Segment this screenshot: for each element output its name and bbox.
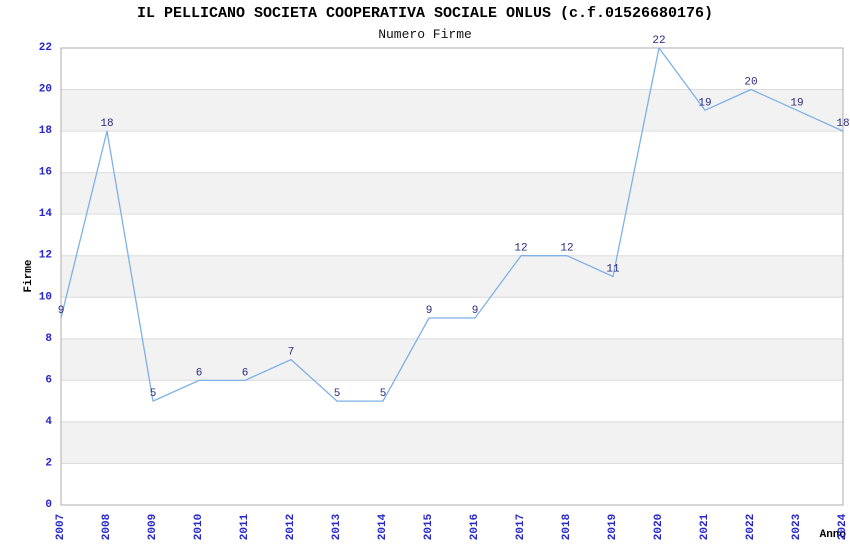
point-value-label: 9 bbox=[472, 305, 479, 317]
point-value-label: 11 bbox=[606, 264, 620, 276]
x-tick-label: 2021 bbox=[699, 513, 711, 540]
y-tick-label: 8 bbox=[45, 333, 52, 345]
x-tick-label: 2022 bbox=[745, 514, 757, 540]
y-tick-label: 10 bbox=[39, 291, 52, 303]
x-tick-label: 2013 bbox=[331, 513, 343, 540]
y-tick-label: 14 bbox=[39, 208, 53, 220]
x-tick-label: 2016 bbox=[469, 514, 481, 540]
point-value-label: 18 bbox=[100, 118, 113, 130]
data-line bbox=[60, 47, 844, 402]
x-tick-label: 2019 bbox=[607, 514, 619, 540]
y-tick-label: 6 bbox=[45, 374, 52, 386]
point-value-label: 5 bbox=[150, 388, 157, 400]
x-tick-label: 2012 bbox=[285, 514, 297, 540]
y-tick-label: 4 bbox=[45, 416, 52, 428]
x-axis-title: Anno bbox=[819, 529, 846, 541]
point-value-label: 6 bbox=[242, 367, 249, 379]
chart-title: IL PELLICANO SOCIETA COOPERATIVA SOCIALE… bbox=[136, 5, 714, 22]
y-tick-label: 0 bbox=[45, 499, 52, 511]
x-tick-label: 2020 bbox=[653, 514, 665, 540]
y-tick-label: 12 bbox=[39, 250, 52, 262]
point-value-label: 7 bbox=[288, 347, 295, 359]
point-value-label: 22 bbox=[652, 35, 665, 47]
x-tick-label: 2018 bbox=[561, 513, 573, 540]
point-value-label: 5 bbox=[380, 388, 387, 400]
point-value-label: 12 bbox=[560, 243, 573, 255]
alternating-band bbox=[61, 172, 843, 215]
y-tick-label: 2 bbox=[45, 457, 52, 469]
alternating-band bbox=[61, 421, 843, 464]
point-value-label: 19 bbox=[698, 97, 711, 109]
point-value-label: 18 bbox=[836, 118, 849, 130]
x-tick-label: 2024 bbox=[837, 513, 849, 540]
x-tick-label: 2008 bbox=[101, 513, 113, 540]
point-value-label: 20 bbox=[744, 77, 757, 89]
point-value-label: 9 bbox=[426, 305, 433, 317]
point-value-label: 5 bbox=[334, 388, 341, 400]
x-tick-label: 2023 bbox=[791, 513, 803, 540]
x-tick-label: 2011 bbox=[239, 513, 251, 540]
x-tick-label: 2015 bbox=[423, 513, 435, 540]
plot-border bbox=[60, 47, 844, 506]
point-value-label: 19 bbox=[790, 97, 803, 109]
x-tick-label: 2014 bbox=[377, 513, 389, 540]
alternating-band bbox=[61, 338, 843, 381]
x-tick-label: 2007 bbox=[55, 514, 67, 540]
alternating-band bbox=[61, 255, 843, 298]
point-value-label: 6 bbox=[196, 367, 203, 379]
x-tick-label: 2017 bbox=[515, 514, 527, 540]
x-tick-label: 2010 bbox=[193, 514, 205, 540]
alternating-band bbox=[61, 89, 843, 132]
point-value-label: 12 bbox=[514, 243, 527, 255]
y-tick-label: 18 bbox=[39, 125, 53, 137]
y-tick-label: 22 bbox=[39, 42, 52, 54]
y-tick-label: 16 bbox=[39, 167, 52, 179]
chart-subtitle: Numero Firme bbox=[378, 27, 472, 42]
y-tick-label: 20 bbox=[39, 84, 52, 96]
point-value-label: 9 bbox=[58, 305, 65, 317]
x-tick-label: 2009 bbox=[147, 514, 159, 540]
